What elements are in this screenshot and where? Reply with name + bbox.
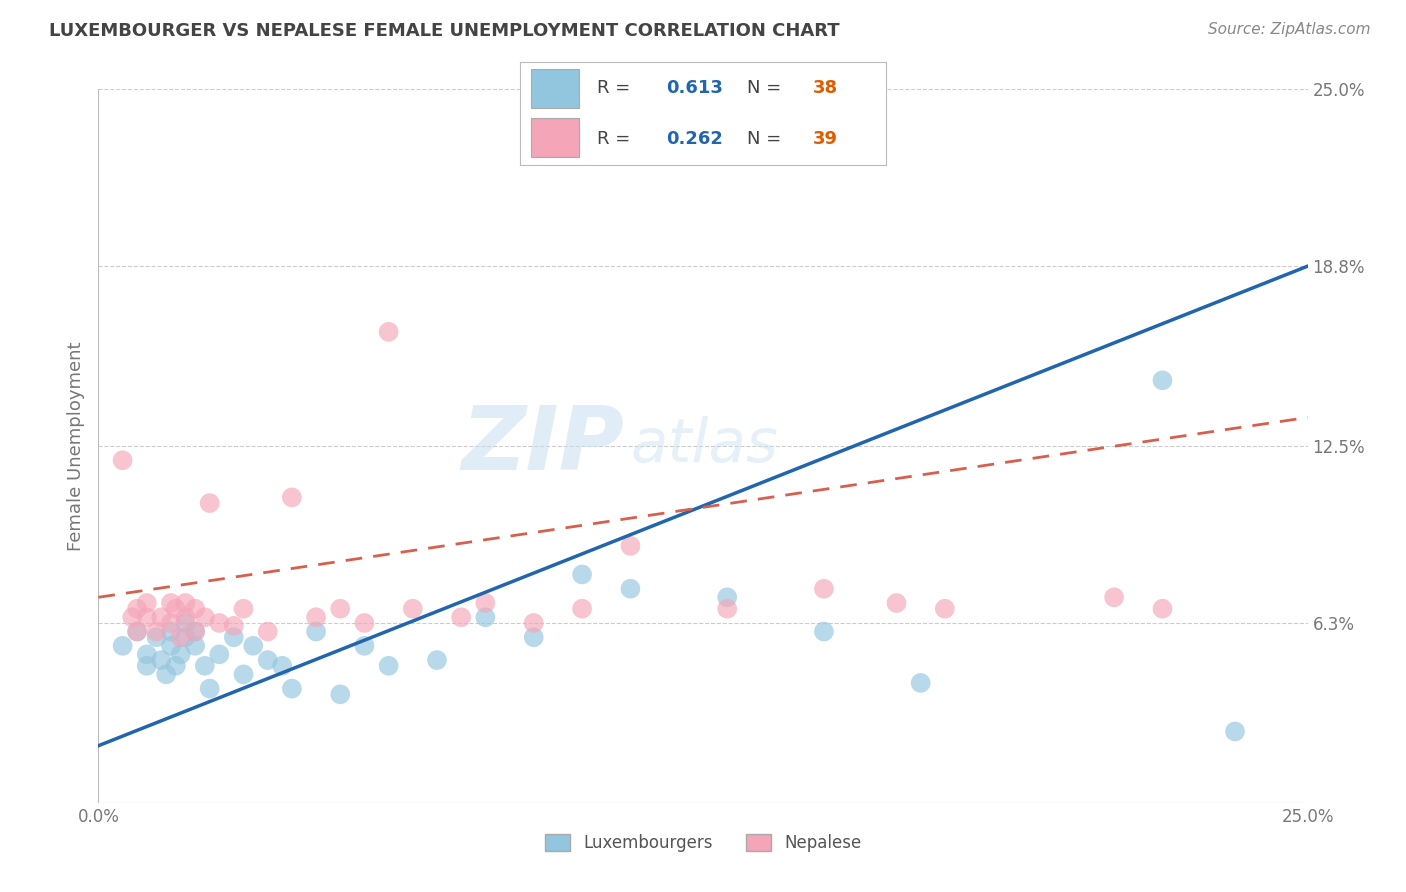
Point [934,601,956,615]
Point [184,601,207,615]
Point [305,624,328,639]
Point [523,615,546,630]
Point [377,658,399,673]
Point [111,453,134,467]
Point [619,539,641,553]
Point [145,630,167,644]
Text: R =: R = [598,79,636,97]
Point [353,615,375,630]
Point [329,601,352,615]
Point [222,630,245,644]
Point [271,658,294,673]
Point [305,610,328,624]
Point [169,648,191,662]
Point [174,630,197,644]
Point [377,325,399,339]
Point [716,591,738,605]
Point [232,667,254,681]
Point [571,601,593,615]
Text: R =: R = [598,130,636,148]
Point [242,639,264,653]
FancyBboxPatch shape [531,69,579,108]
Point [910,676,932,690]
Point [194,658,217,673]
Point [121,610,143,624]
Point [135,658,157,673]
Point [256,624,278,639]
Point [353,639,375,653]
Point [184,639,207,653]
Point [198,496,221,510]
Text: 0.262: 0.262 [666,130,723,148]
Point [135,596,157,610]
Text: N =: N = [747,79,787,97]
Point [160,639,183,653]
Point [111,639,134,653]
Point [208,615,231,630]
Text: 0.613: 0.613 [666,79,723,97]
Point [619,582,641,596]
Point [1102,591,1125,605]
Point [571,567,593,582]
Point [281,681,304,696]
Point [127,624,149,639]
Point [184,624,207,639]
Point [127,624,149,639]
Point [474,610,496,624]
Point [402,601,425,615]
Point [184,624,207,639]
Point [813,582,835,596]
Point [135,648,157,662]
Point [174,615,197,630]
Text: LUXEMBOURGER VS NEPALESE FEMALE UNEMPLOYMENT CORRELATION CHART: LUXEMBOURGER VS NEPALESE FEMALE UNEMPLOY… [49,22,839,40]
Point [232,601,254,615]
Point [155,667,177,681]
Point [160,615,183,630]
Point [150,653,173,667]
Point [165,658,187,673]
Point [886,596,908,610]
Legend: Luxembourgers, Nepalese: Luxembourgers, Nepalese [538,827,868,859]
Text: N =: N = [747,130,787,148]
Point [160,624,183,639]
Point [1152,601,1174,615]
Point [813,624,835,639]
Point [716,601,738,615]
Point [194,610,217,624]
Point [174,596,197,610]
Point [1152,373,1174,387]
Point [160,596,183,610]
Point [198,681,221,696]
Text: Source: ZipAtlas.com: Source: ZipAtlas.com [1208,22,1371,37]
FancyBboxPatch shape [531,118,579,157]
Point [127,601,149,615]
Y-axis label: Female Unemployment: Female Unemployment [66,342,84,550]
Point [450,610,472,624]
Point [150,610,173,624]
Point [208,648,231,662]
Text: ZIP: ZIP [461,402,624,490]
Point [281,491,304,505]
Point [174,610,197,624]
Text: 39: 39 [813,130,838,148]
Point [165,601,187,615]
Point [135,610,157,624]
Point [523,630,546,644]
Text: atlas: atlas [630,417,779,475]
Point [169,630,191,644]
Point [222,619,245,633]
Point [145,624,167,639]
Point [1223,724,1246,739]
Point [329,687,352,701]
Point [256,653,278,667]
Point [426,653,449,667]
Point [474,596,496,610]
Text: 38: 38 [813,79,838,97]
